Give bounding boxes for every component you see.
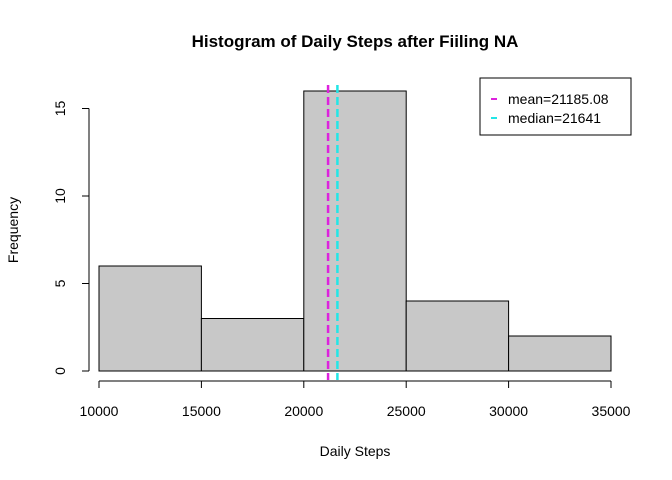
y-tick-label: 0 (52, 367, 68, 375)
mean-legend-label: mean=21185.08 (508, 91, 609, 107)
x-tick-label: 25000 (387, 403, 426, 419)
median-legend-label: median=21641 (508, 110, 601, 126)
y-axis: 0 5 10 15 (52, 101, 90, 375)
histogram-bar (405, 300, 510, 372)
x-tick-label: 35000 (592, 403, 631, 419)
x-axis: 10000 15000 20000 25000 30000 35000 (80, 380, 631, 419)
x-axis-label: Daily Steps (320, 443, 391, 459)
x-tick-label: 20000 (284, 403, 323, 419)
histogram-bar (98, 265, 202, 372)
legend-box (479, 77, 632, 136)
x-tick-label: 15000 (182, 403, 221, 419)
histogram-bar (508, 335, 612, 372)
y-tick-label: 10 (52, 188, 68, 204)
x-tick-label: 30000 (489, 403, 528, 419)
histogram-bar (303, 90, 407, 372)
bars-layer (98, 90, 612, 372)
legend: mean=21185.08 median=21641 (479, 77, 632, 136)
y-tick-label: 15 (52, 101, 68, 117)
chart-title: Histogram of Daily Steps after Fiiling N… (192, 32, 519, 51)
y-axis-label: Frequency (5, 197, 21, 263)
histogram-bar (200, 318, 305, 372)
reference-lines-layer (326, 85, 339, 380)
x-tick-label: 10000 (80, 403, 119, 419)
y-tick-label: 5 (52, 279, 68, 287)
